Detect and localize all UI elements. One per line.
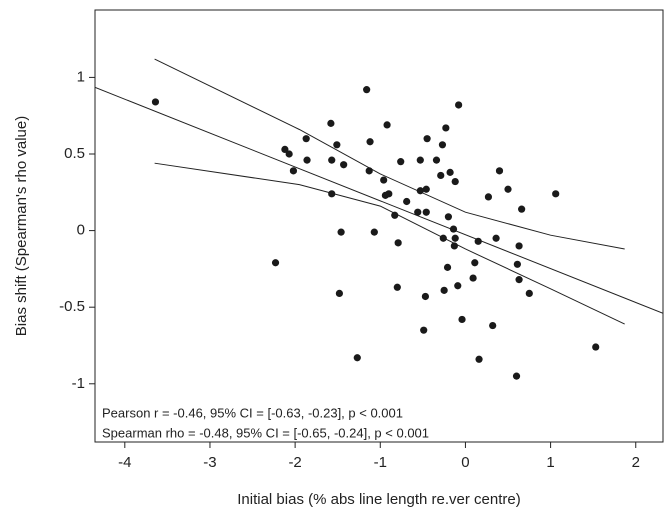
y-tick-label: 1 bbox=[77, 68, 85, 85]
data-point bbox=[285, 150, 293, 158]
ci-lower-line bbox=[154, 162, 625, 325]
data-point bbox=[337, 228, 345, 236]
data-point bbox=[328, 156, 336, 164]
data-point bbox=[380, 176, 388, 184]
data-point bbox=[302, 135, 310, 143]
data-point bbox=[422, 185, 430, 193]
data-point bbox=[391, 211, 399, 219]
y-tick-label: 0.5 bbox=[64, 145, 85, 162]
ci-upper-line bbox=[154, 58, 625, 250]
data-point bbox=[385, 190, 393, 198]
data-point bbox=[451, 234, 459, 242]
y-axis-title: Bias shift (Spearman's rho value) bbox=[13, 116, 30, 336]
data-point bbox=[394, 239, 402, 247]
data-point bbox=[439, 234, 447, 242]
data-point bbox=[450, 242, 458, 250]
x-tick-label: -3 bbox=[203, 454, 216, 471]
data-point bbox=[442, 124, 450, 132]
data-point bbox=[475, 355, 483, 363]
data-point bbox=[403, 197, 411, 206]
data-point bbox=[495, 167, 504, 175]
annotation: Spearman rho = -0.48, 95% CI = [-0.65, -… bbox=[102, 425, 429, 440]
data-point bbox=[451, 177, 459, 186]
data-point bbox=[449, 225, 458, 233]
data-point bbox=[365, 167, 373, 175]
x-tick-label: -2 bbox=[288, 454, 301, 471]
data-point bbox=[512, 372, 521, 380]
data-point bbox=[397, 158, 405, 166]
data-point bbox=[421, 292, 430, 301]
data-point bbox=[327, 119, 335, 127]
data-point bbox=[340, 161, 348, 169]
regression-line bbox=[95, 86, 663, 314]
data-point bbox=[515, 242, 523, 250]
data-point bbox=[414, 208, 422, 216]
data-point bbox=[455, 101, 463, 109]
data-point bbox=[151, 98, 160, 106]
data-point bbox=[393, 283, 401, 291]
data-point bbox=[518, 205, 526, 213]
data-point bbox=[515, 276, 523, 284]
data-point bbox=[438, 141, 447, 149]
plot-frame bbox=[94, 9, 664, 443]
data-point bbox=[370, 228, 378, 236]
data-point bbox=[513, 260, 521, 268]
x-tick-label: 1 bbox=[546, 454, 554, 471]
data-point bbox=[446, 168, 454, 176]
data-point bbox=[289, 167, 298, 175]
x-tick-label: -1 bbox=[374, 454, 387, 471]
data-point bbox=[353, 354, 361, 362]
data-point bbox=[303, 156, 311, 164]
y-tick-label: -0.5 bbox=[59, 298, 85, 315]
data-point bbox=[489, 321, 497, 330]
x-tick-label: 2 bbox=[632, 454, 640, 471]
data-point bbox=[416, 187, 424, 195]
data-point bbox=[271, 259, 280, 267]
lines-layer bbox=[95, 58, 663, 325]
y-tick-label: 0 bbox=[77, 222, 85, 239]
data-point bbox=[525, 289, 533, 298]
data-point bbox=[474, 237, 482, 245]
data-point bbox=[335, 289, 344, 298]
data-point bbox=[444, 213, 453, 221]
data-point bbox=[363, 86, 371, 94]
data-point bbox=[552, 190, 560, 198]
data-point bbox=[333, 141, 341, 149]
data-point bbox=[592, 343, 600, 351]
x-tick-label: -4 bbox=[118, 454, 131, 471]
data-point bbox=[484, 193, 493, 201]
x-axis-title: Initial bias (% abs line length re.ver c… bbox=[237, 491, 520, 508]
data-point bbox=[454, 282, 462, 290]
data-point bbox=[458, 315, 466, 324]
data-point bbox=[492, 234, 500, 242]
annotation: Pearson r = -0.46, 95% CI = [-0.63, -0.2… bbox=[102, 405, 403, 420]
data-point bbox=[440, 286, 448, 294]
data-point bbox=[416, 156, 424, 164]
data-point bbox=[420, 326, 428, 334]
data-point bbox=[383, 121, 391, 129]
data-point bbox=[422, 208, 430, 216]
data-point bbox=[443, 263, 452, 271]
data-point bbox=[366, 138, 374, 146]
data-point bbox=[328, 190, 336, 198]
data-point bbox=[469, 274, 477, 282]
data-point bbox=[423, 135, 431, 143]
x-tick-label: 0 bbox=[461, 454, 469, 471]
data-point bbox=[437, 171, 445, 180]
data-point bbox=[432, 156, 441, 164]
y-tick-label: -1 bbox=[72, 375, 85, 392]
data-point bbox=[281, 145, 289, 154]
data-point bbox=[504, 185, 512, 193]
data-point bbox=[471, 259, 479, 267]
